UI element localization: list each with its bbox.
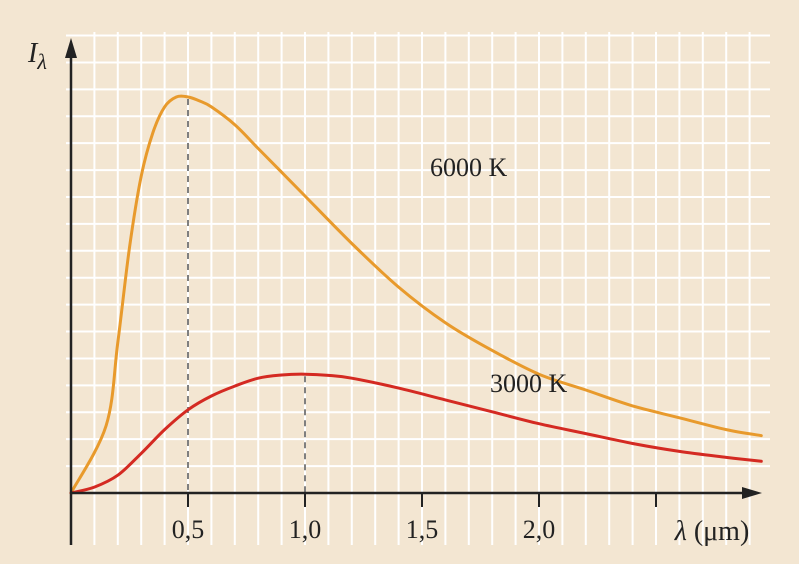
series-line-0 [69, 94, 763, 495]
peak-markers [187, 99, 306, 493]
series-label-1: 3000 K [490, 369, 568, 398]
x-tick-label: 1,5 [406, 515, 439, 544]
y-axis-title: Iλ [27, 38, 47, 74]
y-axis-arrow-icon [65, 38, 77, 58]
y-axis-subscript: λ [36, 49, 47, 74]
x-tick-label: 0,5 [172, 515, 205, 544]
x-axis-unit: (μm) [687, 516, 749, 547]
y-axis-symbol: I [27, 38, 39, 69]
series-label-0: 6000 K [430, 153, 508, 182]
series-lines [69, 94, 763, 495]
x-axis-symbol: λ [674, 516, 687, 547]
grid [66, 32, 770, 545]
x-axis-title: λ (μm) [674, 516, 750, 547]
labels: λ (μm) Iλ 6000 K 3000 K [27, 38, 749, 547]
x-axis-arrow-icon [742, 487, 762, 499]
x-tick-labels: 0,5 1,0 1,5 2,0 [172, 493, 657, 544]
x-tick-label: 1,0 [289, 515, 322, 544]
series-line-1 [69, 372, 763, 495]
axes [65, 38, 762, 545]
x-tick-label: 2,0 [523, 515, 556, 544]
